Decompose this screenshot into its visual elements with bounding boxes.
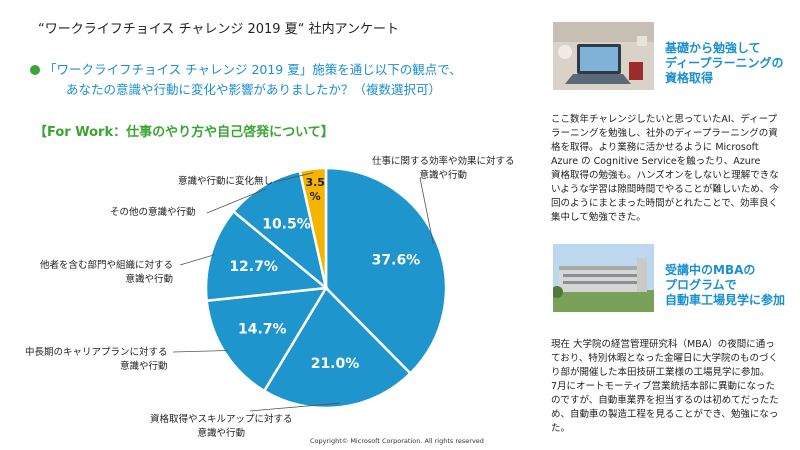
question-line-1: 「ワークライフチョイス チャレンジ 2019 夏」施策を通じ以下の観点で、 — [44, 62, 462, 77]
pie-slice-skills — [262, 285, 413, 410]
leader-line-no-change — [273, 172, 314, 183]
section-heading: 【For Work：仕事のやり方や自己啓発について】 — [34, 125, 334, 140]
slice-label-other: その他の意識や行動 — [110, 207, 196, 218]
green-bullet-icon — [30, 65, 40, 75]
value-label-no-change: 3.5% — [305, 176, 325, 203]
story-2-body: 現在 大学院の経営管理研究科（MBA）の夜間に通っ ており、特別休暇となった金曜日… — [551, 339, 779, 434]
page-title: “ワークライフチョイス チャレンジ 2019 夏“ 社内アンケート — [38, 22, 400, 37]
value-label-skills: 21.0% — [311, 356, 360, 372]
pie-slice-efficiency — [324, 166, 448, 376]
question-line-2: あなたの意識や行動に変化や影響がありましたか？（複数選択可） — [66, 82, 442, 97]
slice-label-skills: 資格取得やスキルアップに対する 意識や行動 — [150, 414, 293, 439]
slice-label-organization: 他者を含む部門や組織に対する 意識や行動 — [40, 260, 174, 285]
story-1-title: 基礎から勉強して ディープラーニングの 資格取得 — [665, 41, 784, 85]
pie-chart: 37.6% 21.0% 14.7% 12.7% 10.5% 3.5% — [172, 166, 448, 412]
value-label-career: 14.7% — [238, 322, 287, 338]
factory-building-photo — [553, 244, 654, 312]
pie-slice-organization — [204, 209, 330, 303]
copyright-text: Copyright© Microsoft Corporation. All ri… — [310, 437, 484, 445]
pie-slice-career — [205, 286, 329, 393]
leader-line-other — [206, 188, 266, 214]
story-1-body: ここ数年チャレンジしたいと思っていたAI、ディープ ラーニングを勉強し、社外のディ… — [551, 114, 779, 223]
leader-line-skills — [249, 402, 340, 412]
pie-slice-other — [231, 169, 329, 292]
leader-line-career — [172, 350, 229, 353]
leader-line-efficiency — [419, 177, 434, 245]
value-label-efficiency: 37.6% — [372, 252, 421, 268]
value-label-other: 10.5% — [262, 217, 311, 233]
laptop-desk-photo — [553, 22, 654, 90]
pie-slice-no-change — [298, 166, 328, 289]
story-2-title: 受講中のMBAの プログラムで 自動車工場見学に参加 — [665, 263, 786, 307]
leader-line-organization — [179, 254, 216, 266]
slice-label-career: 中長期のキャリアプランに対する 意識や行動 — [25, 347, 168, 372]
slice-label-no-change: 意識や行動に変化無し — [178, 176, 274, 187]
value-label-organization: 12.7% — [229, 259, 278, 275]
slice-label-efficiency: 仕事に関する効率や効果に対する 意識や行動 — [372, 156, 515, 181]
